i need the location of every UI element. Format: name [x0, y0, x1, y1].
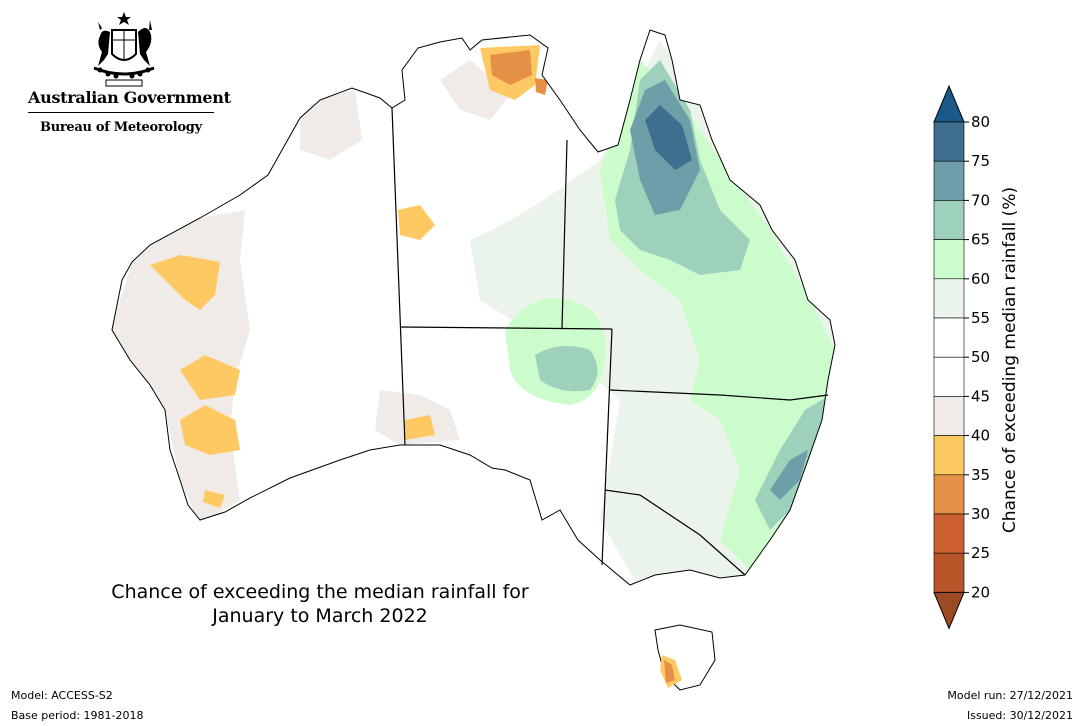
legend-band-35-40: [933, 435, 965, 476]
legend-tick-label: 40: [971, 427, 990, 445]
band-70-75-nsw: [770, 450, 808, 500]
legend-tick-label: 35: [971, 466, 990, 484]
model-run-date: Model run: 27/12/2021: [947, 689, 1073, 702]
legend-tick-label: 55: [971, 309, 990, 327]
coastline: [111, 29, 836, 586]
legend-band-60-65: [933, 239, 965, 280]
legend-tick-label: 45: [971, 387, 990, 405]
colorbar-label: Chance of exceeding median rainfall (%): [1000, 186, 1020, 534]
legend-band-50-55: [933, 317, 965, 358]
legend-band-75-80: [933, 121, 965, 162]
issued-date: Issued: 30/12/2021: [966, 709, 1073, 722]
tasmania: [654, 624, 716, 691]
band-30-35-cape-east: [535, 78, 548, 95]
band-30-35-cape: [490, 50, 532, 85]
band-75-80-qld: [645, 105, 692, 170]
band-35-40-sa: [405, 415, 435, 440]
legend-colorbar: 80 75 70 65 60 55 50 45 40 35 30 25 20: [933, 84, 990, 630]
band-40-45-nt-top: [440, 60, 510, 120]
header-divider: [28, 112, 214, 113]
legend-tick-label: 60: [971, 270, 990, 288]
legend-tick-label: 20: [971, 583, 990, 601]
base-period: Base period: 1981-2018: [11, 709, 144, 722]
legend-tick-label: 70: [971, 191, 990, 209]
government-name: Australian Government: [28, 88, 231, 107]
bureau-name: Bureau of Meteorology: [40, 120, 202, 135]
band-35-40-nt: [398, 205, 435, 240]
legend-band-65-70: [933, 200, 965, 240]
legend-band-20-25: [933, 552, 965, 593]
legend-arrow-below: [933, 591, 965, 630]
commonwealth-coat-of-arms-icon: [93, 12, 155, 87]
map-title: Chance of exceeding the median rainfall …: [70, 580, 570, 628]
state-borders: [391, 107, 829, 576]
legend-tick-label: 30: [971, 505, 990, 523]
legend-tick-label: 50: [971, 348, 990, 366]
legend-tick-label: 65: [971, 231, 990, 249]
legend-tick-label: 80: [971, 113, 990, 131]
band-40-45-nw: [300, 90, 362, 160]
band-35-40-swwa: [203, 490, 225, 508]
rainfall-outlook-map: [111, 29, 836, 691]
band-35-40-wa-north: [150, 255, 220, 310]
legend-band-30-35: [933, 474, 965, 515]
model-name: Model: ACCESS-S2: [11, 689, 113, 702]
legend-band-55-60: [933, 278, 965, 319]
band-35-40-wa-south: [180, 405, 240, 455]
legend-band-40-45: [933, 396, 965, 436]
legend-band-70-75: [933, 160, 965, 201]
map-title-line1: Chance of exceeding the median rainfall …: [111, 581, 529, 603]
legend-tick-label: 75: [971, 152, 990, 170]
band-35-40-wa-mid: [180, 355, 240, 400]
legend-tick-label: 25: [971, 544, 990, 562]
band-65-70-sa: [535, 346, 598, 392]
map-title-line2: January to March 2022: [212, 605, 428, 627]
legend-band-25-30: [933, 513, 965, 554]
legend-band-45-50: [933, 356, 965, 397]
legend-arrow-above: [933, 84, 965, 123]
